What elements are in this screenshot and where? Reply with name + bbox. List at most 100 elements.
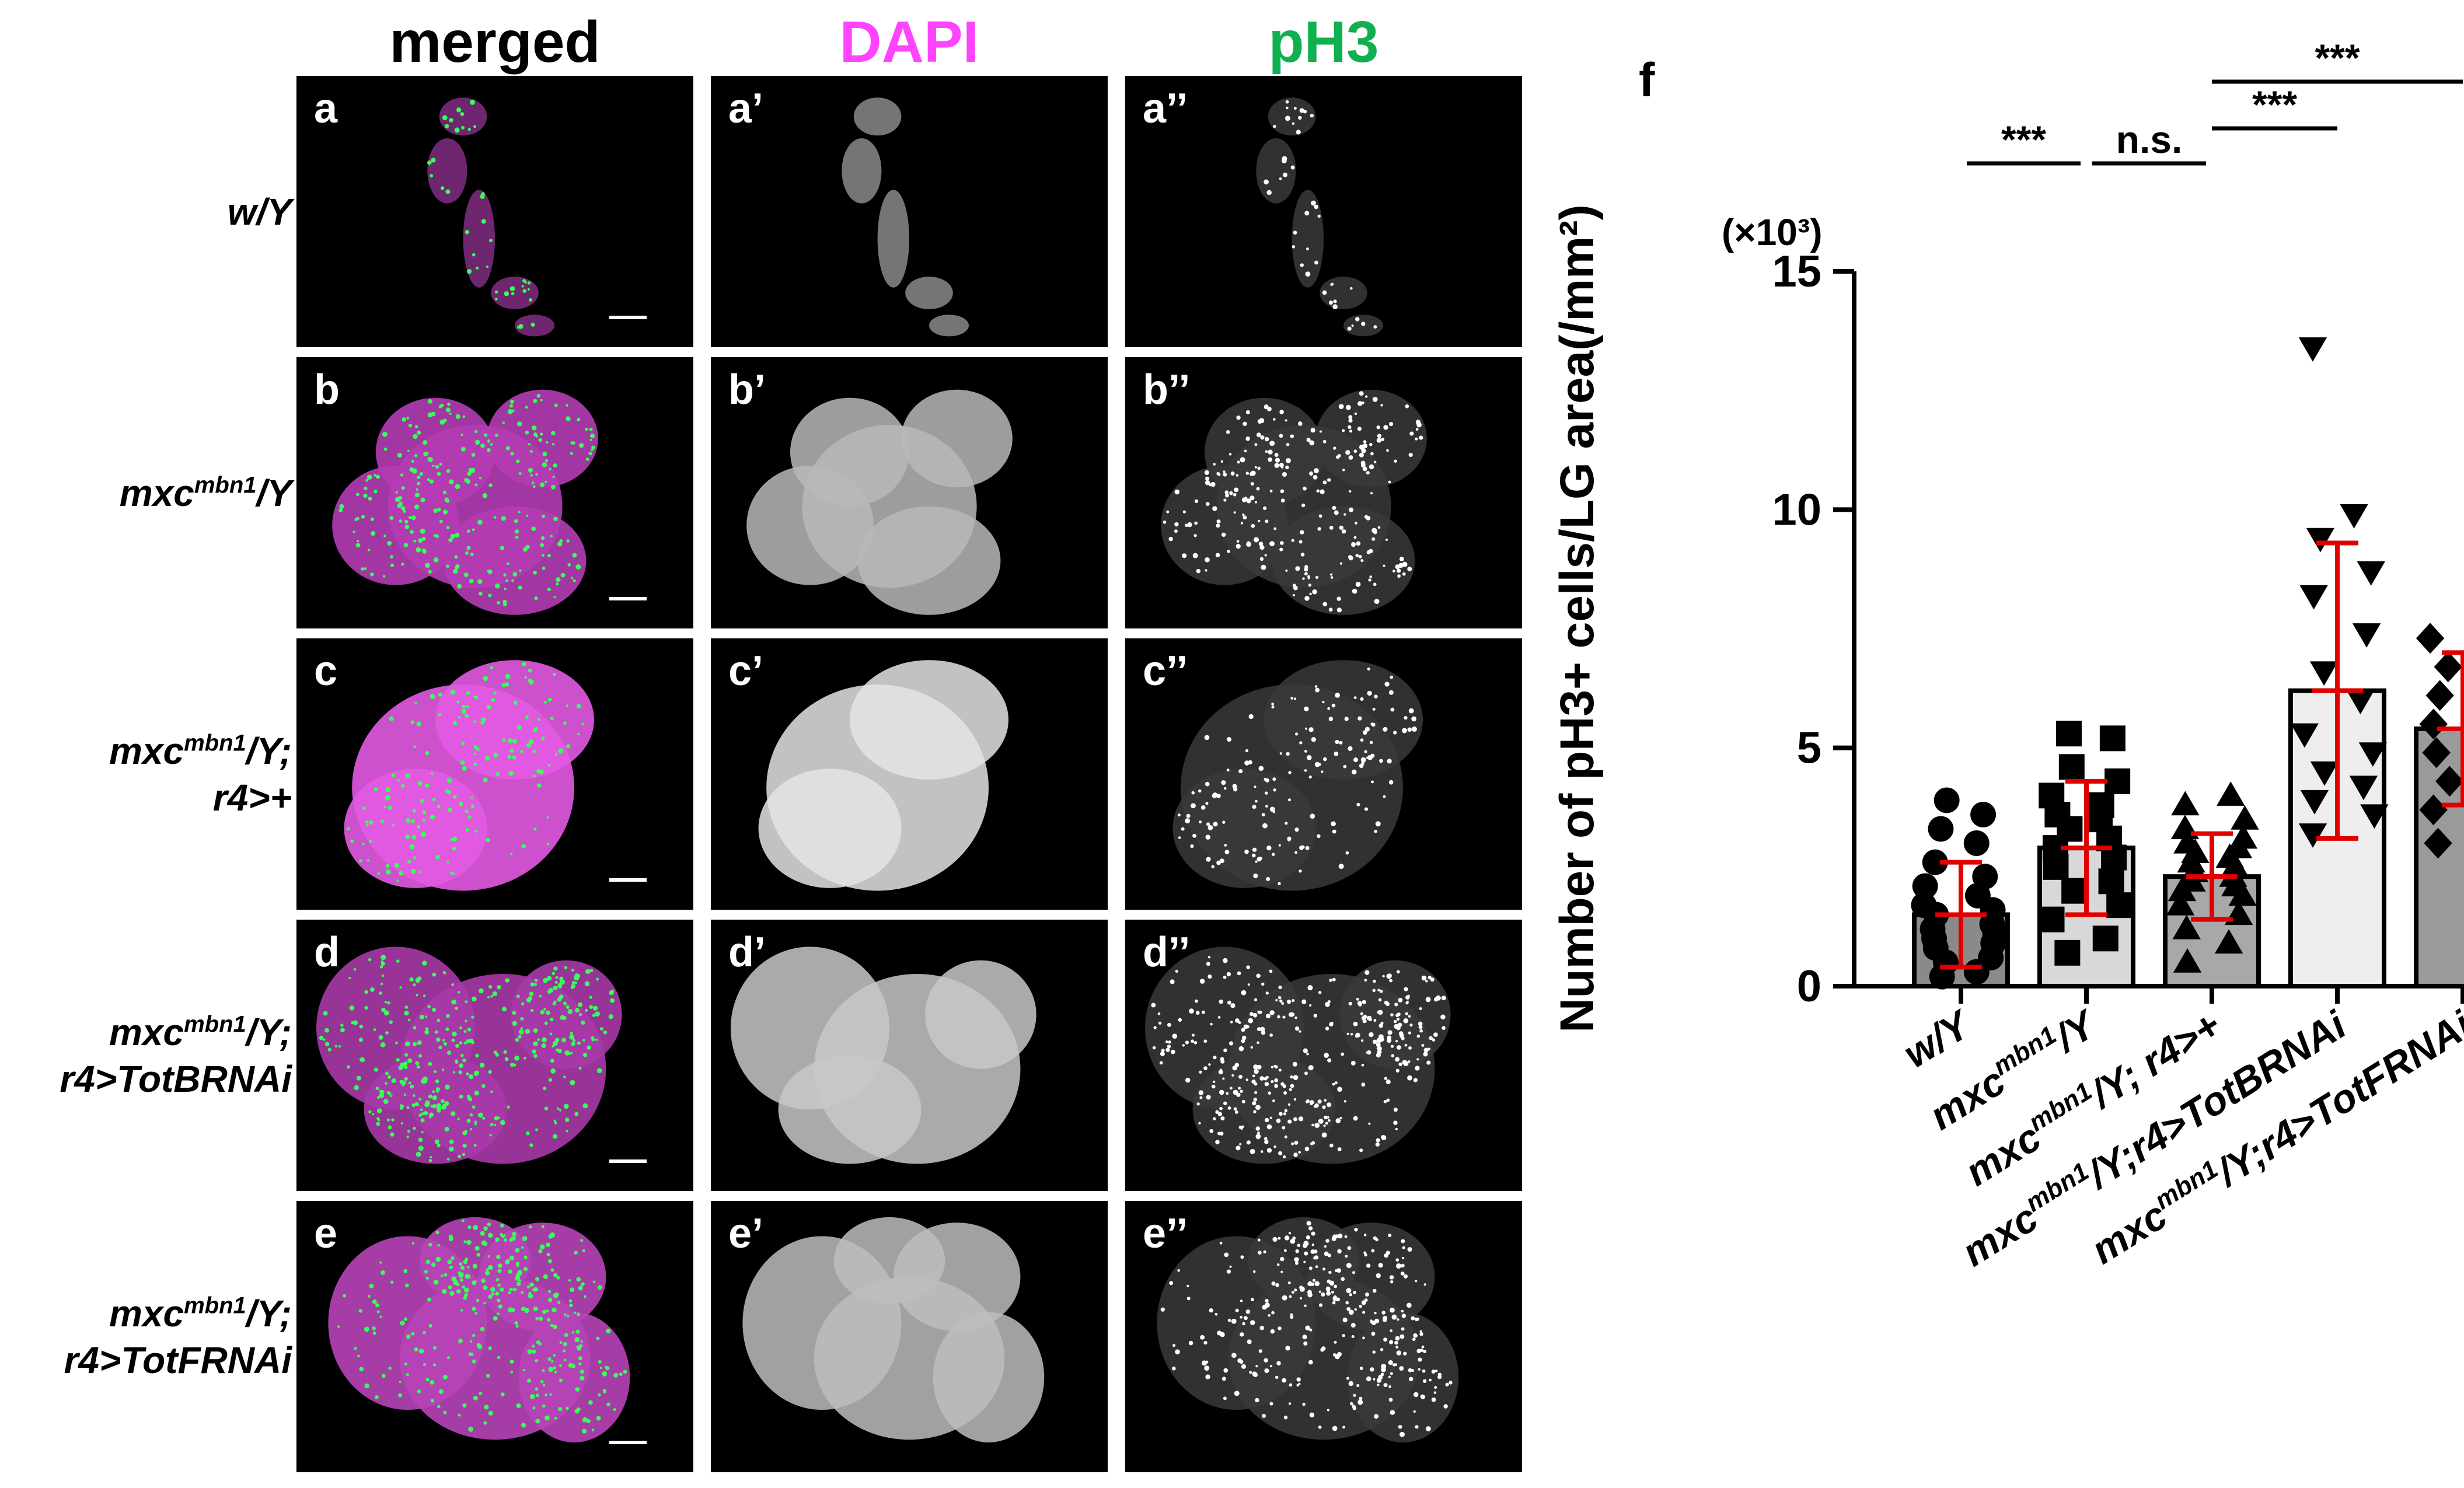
ph3-signal-dot [558,982,563,987]
y-scale-label: (×10³) [1722,211,1823,253]
ph3-signal-dot [1279,434,1283,438]
ph3-signal-dot [1369,464,1374,470]
ph3-signal-dot [446,778,452,783]
micrograph-panel-b’: b’ [711,357,1108,628]
ph3-signal-dot [428,1061,432,1066]
ph3-signal-dot [446,564,449,568]
ph3-signal-dot [1236,415,1241,420]
ph3-signal-dot [1244,1316,1248,1321]
panel-letter: b’’ [1143,366,1191,413]
ph3-signal-dot [447,1356,450,1360]
ph3-signal-dot [481,1084,486,1088]
ph3-signal-dot [1235,1018,1240,1023]
ph3-signal-dot [1219,1089,1224,1095]
ph3-signal-dot [1388,1375,1391,1378]
ph3-signal-dot [1325,1239,1329,1243]
ph3-signal-dot [334,1045,338,1048]
ph3-signal-dot [397,779,400,782]
ph3-signal-dot [543,1008,546,1011]
ph3-signal-dot [591,448,594,452]
ph3-signal-dot [1266,406,1272,411]
ph3-signal-dot [1366,1376,1371,1382]
ph3-signal-dot [1290,165,1295,170]
ph3-signal-dot [536,394,541,398]
ph3-signal-dot [379,991,382,995]
ph3-signal-dot [522,279,526,282]
ph3-signal-dot [1238,1126,1243,1129]
ph3-signal-dot [454,127,460,133]
ph3-signal-dot [1311,200,1316,206]
ph3-signal-dot [523,1255,528,1259]
ph3-signal-dot [1255,1398,1259,1403]
ph3-signal-dot [410,720,415,724]
ph3-signal-dot [483,1301,486,1305]
ph3-signal-dot [488,1265,493,1270]
ph3-signal-dot [1215,553,1220,558]
ph3-signal-dot [1305,846,1310,850]
ph3-signal-dot [1195,1011,1200,1015]
ph3-signal-dot [441,1104,446,1110]
ph3-signal-dot [1317,1099,1322,1104]
ph3-signal-dot [476,1298,480,1302]
ph3-signal-dot [1219,1241,1223,1245]
ph3-signal-dot [471,1015,474,1019]
data-point [2357,561,2385,586]
ph3-signal-dot [364,1005,368,1010]
ph3-signal-dot [502,1234,506,1237]
ph3-signal-dot [1280,541,1284,545]
ph3-signal-dot [1300,530,1304,535]
ph3-signal-dot [1437,1372,1442,1377]
data-point [2360,804,2389,829]
ph3-signal-dot [1307,985,1313,991]
ph3-signal-dot [554,403,558,407]
panel-letter: b [314,366,340,413]
ph3-signal-dot [465,1274,470,1279]
ph3-signal-dot [556,1107,560,1110]
ph3-signal-dot [1292,999,1295,1003]
ph3-signal-dot [434,1030,438,1034]
ph3-signal-dot [552,1324,557,1329]
ph3-signal-dot [521,1307,526,1312]
ph3-signal-dot [509,1255,515,1260]
ph3-signal-dot [1391,1314,1397,1320]
ph3-signal-dot [399,1104,403,1108]
ph3-signal-dot [448,1285,452,1290]
ph3-signal-dot [577,732,580,736]
ph3-signal-dot [505,579,508,582]
ph3-signal-dot [350,839,354,843]
ph3-signal-dot [1299,869,1302,873]
ph3-signal-dot [525,1131,530,1136]
ph3-signal-dot [564,1333,568,1337]
ph3-signal-dot [481,192,485,196]
ph3-signal-dot [404,519,409,524]
ph3-signal-dot [1359,1304,1362,1308]
ph3-signal-dot [1205,557,1210,563]
ph3-signal-dot [1212,506,1217,511]
ph3-signal-dot [1303,1341,1308,1346]
scale-bar [609,597,647,600]
ph3-signal-dot [1226,972,1231,977]
ph3-signal-dot [1250,1148,1255,1154]
ph3-signal-dot [1330,576,1334,579]
ph3-signal-dot [1386,1098,1390,1102]
ph3-signal-dot [488,239,493,243]
ph3-signal-dot [493,752,498,757]
ph3-signal-dot [1390,1307,1395,1313]
ph3-signal-dot [521,285,524,288]
ph3-signal-dot [425,1027,429,1031]
data-point [2346,690,2375,715]
ph3-signal-dot [440,403,444,407]
ph3-signal-dot [1279,463,1284,468]
ph3-signal-dot [1281,1002,1285,1005]
ph3-signal-dot [388,1125,392,1130]
ph3-signal-dot [1349,490,1352,493]
ph3-signal-dot [1420,1394,1425,1399]
ph3-signal-dot [422,810,427,815]
ph3-signal-dot [456,1289,461,1294]
ph3-signal-dot [457,1117,460,1121]
ph3-signal-dot [1283,1249,1287,1252]
ph3-signal-dot [401,563,404,566]
ph3-signal-dot [368,820,374,825]
ph3-signal-dot [511,579,514,582]
ph3-signal-dot [1412,1337,1416,1341]
